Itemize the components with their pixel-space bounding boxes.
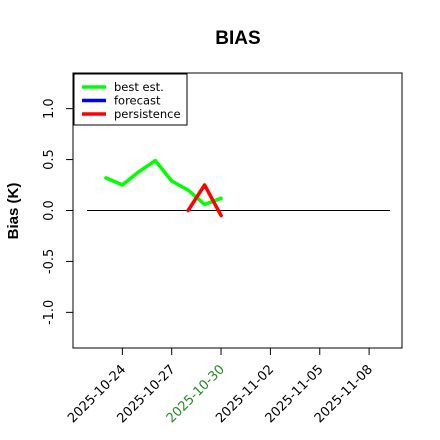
series-line-persistence xyxy=(186,183,223,218)
y-tick-label: 1.0 xyxy=(42,98,57,119)
y-tick-label: -0.5 xyxy=(42,249,57,274)
y-axis-label: Bias (K) xyxy=(5,183,22,240)
legend-label: forecast xyxy=(114,94,161,108)
y-tick-label: 0.0 xyxy=(42,200,57,221)
series-line-best-est xyxy=(104,158,223,207)
chart-title: BIAS xyxy=(215,28,260,49)
y-tick-label: -1.0 xyxy=(42,300,57,325)
legend-label: persistence xyxy=(114,107,181,121)
y-tick-label: 0.5 xyxy=(42,149,57,170)
legend-label: best est. xyxy=(114,80,164,94)
